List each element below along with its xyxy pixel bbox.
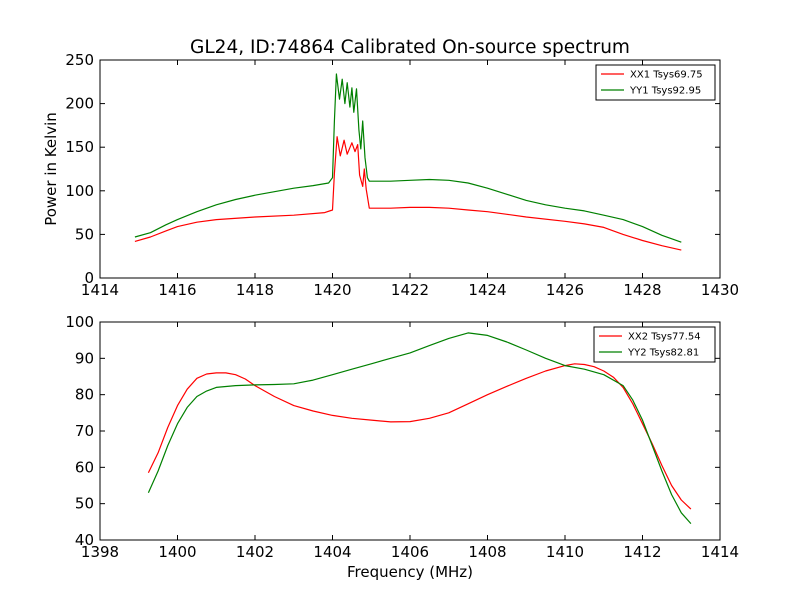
x-tick-label: 1416	[158, 281, 196, 299]
y-tick-label: 60	[75, 458, 94, 476]
y-tick-label: 200	[65, 95, 94, 113]
x-tick-label: 1430	[701, 281, 739, 299]
x-tick-label: 1404	[313, 543, 351, 561]
y-axis-label: Power in Kelvin	[42, 112, 60, 226]
legend-label: XX1 Tsys69.75	[630, 70, 703, 81]
y-tick-label: 100	[65, 182, 94, 200]
y-tick-label: 50	[75, 225, 94, 243]
x-tick-label: 1408	[468, 543, 506, 561]
series-line-yy1	[134, 73, 682, 243]
legend-label: YY2 Tsys82.81	[627, 348, 699, 359]
legend-label: XX2 Tsys77.54	[628, 332, 701, 343]
x-tick-label: 1400	[158, 543, 196, 561]
x-tick-label: 1428	[623, 281, 661, 299]
legend-box	[595, 64, 716, 101]
y-tick-label: 250	[65, 51, 94, 69]
y-tick-label: 80	[75, 386, 94, 404]
x-tick-label: 1402	[236, 543, 274, 561]
series-line-xx2	[147, 363, 692, 510]
x-tick-label: 1426	[546, 281, 584, 299]
x-tick-label: 1418	[236, 281, 274, 299]
legend-box	[593, 326, 716, 363]
top-spectrum-panel: 1414 1416 1418 1420 1422 1424 1426 1428 1430 0 50 1…	[65, 51, 739, 299]
y-tick-label: 100	[65, 313, 94, 331]
x-tick-label: 1424	[468, 281, 506, 299]
bottom-spectrum-panel: 1398 1400 1402 1404 1406 1408 1410 1412 1414 40 50…	[65, 313, 739, 561]
chart-title: GL24, ID:74864 Calibrated On-source spec…	[190, 37, 630, 58]
y-tick-label: 50	[75, 495, 94, 513]
y-tick-label: 150	[65, 138, 94, 156]
series-line-yy2	[147, 332, 692, 524]
x-tick-label: 1422	[391, 281, 429, 299]
legend: XX1 Tsys69.75 YY1 Tsys92.95	[595, 64, 716, 101]
legend: XX2 Tsys77.54 YY2 Tsys82.81	[593, 326, 716, 363]
y-tick-label: 0	[84, 269, 94, 287]
x-tick-label: 1420	[313, 281, 351, 299]
series-line-xx1	[134, 136, 682, 251]
x-tick-label: 1410	[546, 543, 584, 561]
x-tick-label: 1414	[81, 281, 119, 299]
x-tick-label: 1412	[623, 543, 661, 561]
y-tick-label: 40	[75, 531, 94, 549]
x-tick-label: 1414	[701, 543, 739, 561]
y-tick-label: 70	[75, 422, 94, 440]
x-axis-label: Frequency (MHz)	[347, 563, 473, 581]
x-tick-label: 1406	[391, 543, 429, 561]
x-tick-label: 1398	[81, 543, 119, 561]
y-tick-label: 90	[75, 349, 94, 367]
legend-label: YY1 Tsys92.95	[629, 86, 701, 97]
